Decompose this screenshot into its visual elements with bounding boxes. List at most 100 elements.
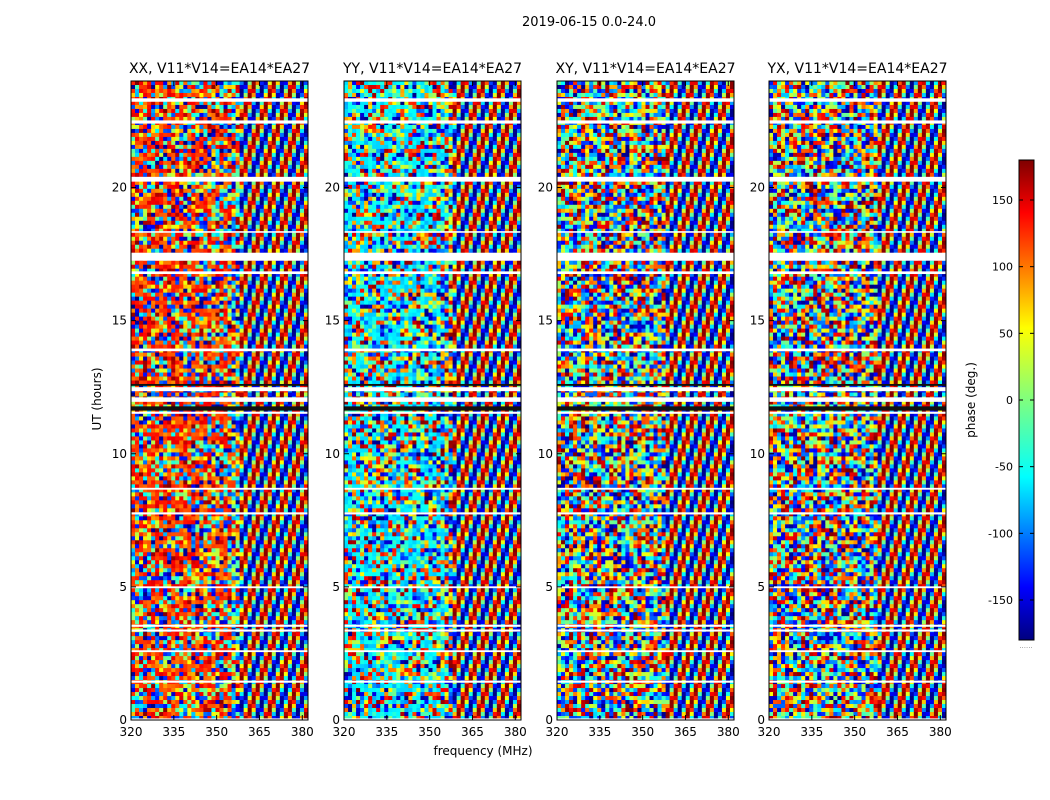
heatmap-cell xyxy=(268,213,272,217)
heatmap-cell xyxy=(183,105,187,109)
heatmap-cell xyxy=(280,157,284,161)
heatmap-cell xyxy=(211,133,215,137)
heatmap-cell xyxy=(191,133,195,137)
heatmap-cell xyxy=(163,201,167,205)
heatmap-cell xyxy=(171,149,175,153)
heatmap-cell xyxy=(187,209,191,213)
heatmap-cell xyxy=(300,213,304,217)
heatmap-cell xyxy=(280,173,284,177)
heatmap-cell xyxy=(131,113,135,117)
heatmap-cell xyxy=(252,197,256,201)
heatmap-cell xyxy=(183,137,187,141)
heatmap-cell xyxy=(268,169,272,173)
heatmap-cell xyxy=(199,165,203,169)
heatmap-cell xyxy=(151,161,155,165)
heatmap-cell xyxy=(159,161,163,165)
heatmap-cell xyxy=(228,165,232,169)
heatmap-cell xyxy=(131,153,135,157)
heatmap-cell xyxy=(292,113,296,117)
heatmap-cell xyxy=(264,161,268,165)
heatmap-cell xyxy=(183,145,187,149)
heatmap-cell xyxy=(199,189,203,193)
heatmap-cell xyxy=(163,193,167,197)
heatmap-cell xyxy=(248,161,252,165)
heatmap-cell xyxy=(159,93,163,97)
heatmap-cell xyxy=(191,165,195,169)
heatmap-cell xyxy=(135,197,139,201)
heatmap-cell xyxy=(244,133,248,137)
heatmap-cell xyxy=(187,197,191,201)
heatmap-cell xyxy=(240,197,244,201)
heatmap-cell xyxy=(187,201,191,205)
heatmap-cell xyxy=(215,109,219,113)
heatmap-cell xyxy=(236,209,240,213)
heatmap-cell xyxy=(215,205,219,209)
heatmap-cell xyxy=(167,161,171,165)
heatmap-cell xyxy=(151,157,155,161)
heatmap-cell xyxy=(268,141,272,145)
heatmap-cell xyxy=(244,157,248,161)
heatmap-cell xyxy=(151,149,155,153)
heatmap-cell xyxy=(183,173,187,177)
heatmap-cell xyxy=(187,129,191,133)
heatmap-cell xyxy=(280,209,284,213)
heatmap-cell xyxy=(296,105,300,109)
heatmap-cell xyxy=(199,185,203,189)
heatmap-cell xyxy=(151,205,155,209)
heatmap-cell xyxy=(280,185,284,189)
heatmap-cell xyxy=(159,149,163,153)
heatmap-cell xyxy=(203,169,207,173)
heatmap-cell xyxy=(236,85,240,89)
heatmap-cell xyxy=(191,197,195,201)
heatmap-cell xyxy=(300,161,304,165)
heatmap-cell xyxy=(296,197,300,201)
heatmap-cell xyxy=(163,125,167,129)
heatmap-cell xyxy=(159,165,163,169)
heatmap-cell xyxy=(292,105,296,109)
heatmap-cell xyxy=(147,141,151,145)
heatmap-cell xyxy=(183,205,187,209)
heatmap-cell xyxy=(292,149,296,153)
heatmap-cell xyxy=(163,85,167,89)
heatmap-cell xyxy=(131,89,135,93)
heatmap-cell xyxy=(224,161,228,165)
heatmap-cell xyxy=(171,213,175,217)
heatmap-cell xyxy=(167,189,171,193)
heatmap-cell xyxy=(211,89,215,93)
heatmap-cell xyxy=(155,153,159,157)
heatmap-cell xyxy=(199,157,203,161)
heatmap-cell xyxy=(155,201,159,205)
heatmap-cell xyxy=(159,125,163,129)
heatmap-cell xyxy=(163,141,167,145)
heatmap-cell xyxy=(288,201,292,205)
heatmap-cell xyxy=(139,169,143,173)
heatmap-cell xyxy=(240,161,244,165)
heatmap-cell xyxy=(224,185,228,189)
heatmap-cell xyxy=(143,173,147,177)
heatmap-cell xyxy=(183,189,187,193)
heatmap-cell xyxy=(203,213,207,217)
heatmap-cell xyxy=(236,89,240,93)
heatmap-cell xyxy=(248,209,252,213)
heatmap-cell xyxy=(300,105,304,109)
heatmap-cell xyxy=(268,93,272,97)
heatmap-cell xyxy=(260,213,264,217)
heatmap-cell xyxy=(171,125,175,129)
heatmap-cell xyxy=(215,85,219,89)
heatmap-cell xyxy=(276,197,280,201)
heatmap-cell xyxy=(272,81,276,85)
heatmap-cell xyxy=(215,145,219,149)
heatmap-cell xyxy=(195,85,199,89)
heatmap-cell xyxy=(280,113,284,117)
heatmap-cell xyxy=(195,133,199,137)
heatmap-cell xyxy=(232,137,236,141)
heatmap-cell xyxy=(252,173,256,177)
heatmap-cell xyxy=(139,161,143,165)
heatmap-cell xyxy=(276,173,280,177)
heatmap-cell xyxy=(272,201,276,205)
heatmap-cell xyxy=(296,133,300,137)
heatmap-cell xyxy=(268,173,272,177)
heatmap-cell xyxy=(131,209,135,213)
heatmap-cell xyxy=(155,193,159,197)
heatmap-cell xyxy=(276,201,280,205)
